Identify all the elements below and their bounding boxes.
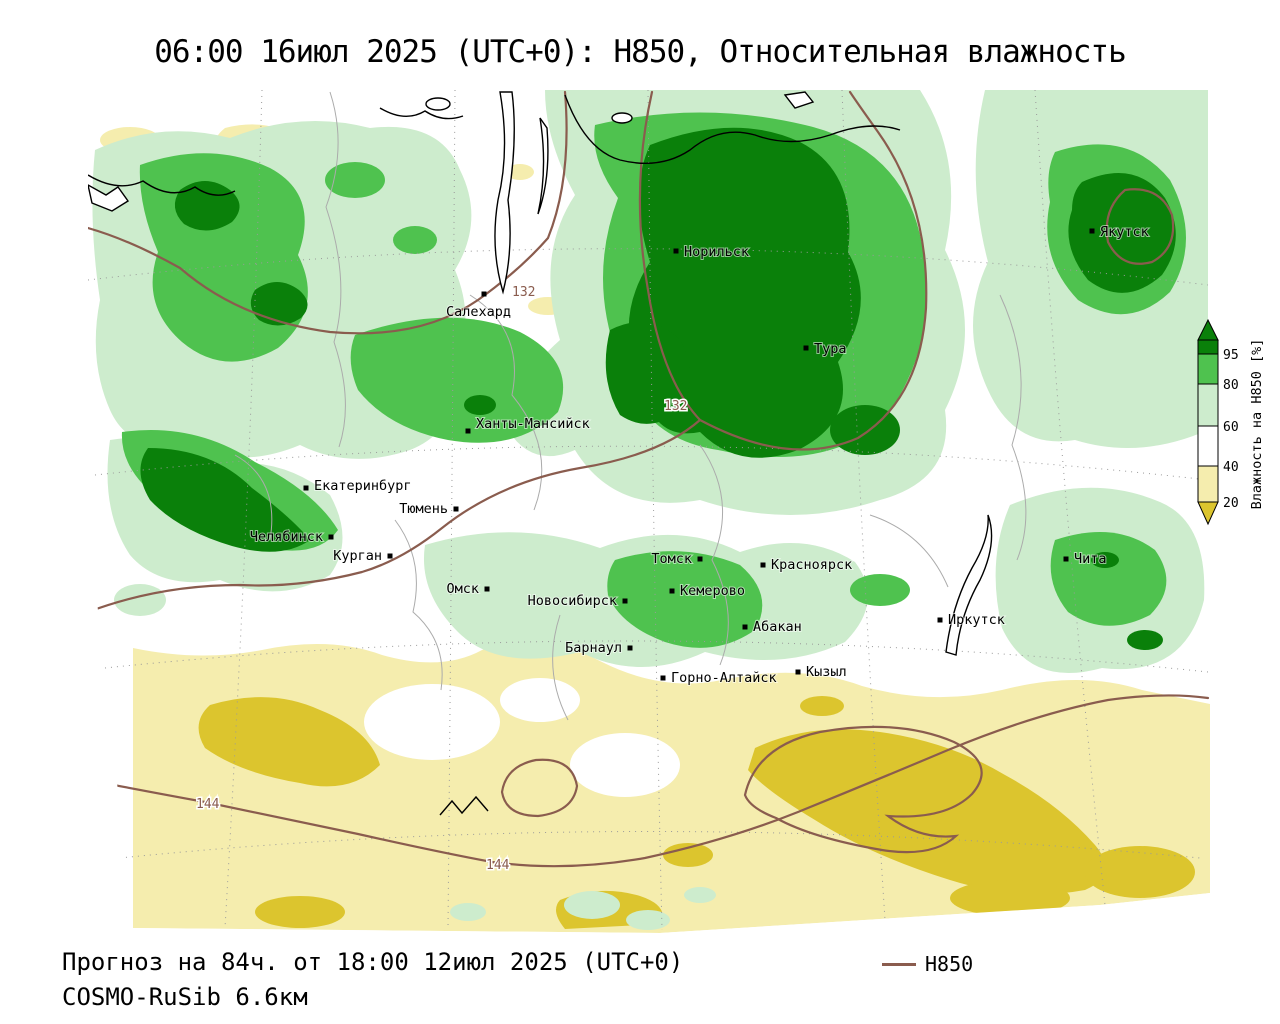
city-marker: [622, 598, 628, 604]
city-label: Норильск: [684, 244, 749, 260]
city-marker: [465, 428, 471, 434]
colorbar-axis-label: Влажность на H850 [%]: [1249, 339, 1265, 510]
city-label: Тюмень: [399, 501, 448, 517]
city: Томск: [650, 550, 703, 568]
region-borders: [234, 91, 1027, 721]
h850-legend-label: H850: [925, 952, 974, 976]
colorbar-tick-label: 80: [1223, 378, 1239, 393]
contour-labels: 132 132 144 144: [195, 284, 689, 875]
city-label: Красноярск: [771, 557, 852, 573]
city-label: Курган: [333, 548, 382, 564]
city-marker: [481, 291, 487, 297]
city: Омск: [445, 580, 490, 598]
city: Курган: [332, 547, 393, 565]
city-label: Абакан: [753, 619, 802, 635]
city-marker: [937, 617, 943, 623]
city-marker: [669, 588, 675, 594]
city-marker: [1063, 556, 1069, 562]
city-label: Ханты-Мансийск: [476, 416, 590, 432]
model-info: COSMO-RuSib 6.6км: [62, 983, 308, 1011]
city-marker: [387, 553, 393, 559]
city: Салехард: [445, 291, 512, 321]
colorbar: 95 80 60 40 20 Влажность на H850 [%]: [1197, 318, 1265, 526]
city-marker: [673, 248, 679, 254]
city: Горно-Алтайск: [660, 669, 778, 687]
city-marker: [627, 645, 633, 651]
graticule: [88, 89, 1209, 931]
city: Тюмень: [398, 500, 459, 518]
city: Кызыл: [795, 663, 848, 681]
colorbar-tick-label: 40: [1223, 460, 1239, 475]
city-label: Чита: [1074, 551, 1107, 567]
city-label: Салехард: [446, 304, 511, 320]
city-marker: [660, 675, 666, 681]
forecast-info: Прогноз на 84ч. от 18:00 12июл 2025 (UTC…: [62, 948, 684, 976]
city: Красноярск: [760, 556, 853, 574]
city-label: Екатеринбург: [314, 478, 412, 494]
city-marker: [803, 345, 809, 351]
contour-value-label: 132: [664, 399, 687, 414]
contour-value-label: 144: [486, 858, 510, 873]
contour-value-label: 144: [196, 797, 220, 812]
city: Ханты-Мансийск: [465, 415, 591, 434]
city-label: Челябинск: [250, 529, 323, 545]
humidity-fill-layer: [92, 90, 1210, 933]
h850-legend-line-sample: [882, 962, 916, 966]
city: Абакан: [742, 618, 803, 636]
city-label: Иркутск: [948, 612, 1005, 628]
colorbar-ticks: 95 80 60 40 20: [1223, 348, 1239, 511]
lake-baikal: [945, 514, 993, 656]
city: Челябинск: [249, 528, 334, 546]
city-label: Кемерово: [680, 583, 745, 599]
city: Иркутск: [937, 611, 1006, 629]
city-marker: [484, 586, 490, 592]
city-marker: [303, 485, 309, 491]
colorbar-arrow-down: [1197, 501, 1219, 526]
city: Новосибирск: [527, 592, 628, 610]
city-label: Омск: [446, 581, 479, 597]
contour-lines: [88, 90, 1210, 868]
city: Чита: [1063, 550, 1108, 568]
city-marker: [453, 506, 459, 512]
city-marker: [795, 669, 801, 675]
city-label: Томск: [651, 551, 692, 567]
colorbar-tick-label: 95: [1223, 348, 1239, 363]
h850-line-legend: H850: [882, 952, 973, 976]
city: Тура: [803, 340, 848, 358]
taz-gulf: [537, 117, 549, 215]
city-label: Горно-Алтайск: [671, 670, 777, 686]
contour-value-label: 132: [512, 285, 535, 300]
colorbar-tick-label: 20: [1223, 496, 1239, 511]
city-marker: [697, 556, 703, 562]
ob-gulf: [494, 91, 515, 295]
coastlines: [88, 91, 993, 816]
city-label: Новосибирск: [528, 593, 617, 609]
city: Норильск: [673, 243, 750, 261]
cities: Норильск Салехард Тура Якутск Ханты-Мансийск…: [249, 223, 1150, 687]
colorbar-tick-label: 60: [1223, 420, 1239, 435]
dark-green-core-ural: [140, 448, 310, 552]
city: Кемерово: [669, 582, 746, 600]
city: Екатеринбург: [303, 477, 413, 495]
map-title: 06:00 16июл 2025 (UTC+0): H850, Относите…: [154, 34, 1127, 70]
city: Барнаул: [564, 639, 633, 657]
city-marker: [328, 534, 334, 540]
city-label: Кызыл: [806, 664, 847, 680]
city-marker: [1089, 228, 1095, 234]
city-label: Тура: [814, 341, 847, 357]
city-marker: [760, 562, 766, 568]
city-label: Якутск: [1100, 224, 1149, 240]
city: Якутск: [1089, 223, 1150, 241]
city-marker: [742, 624, 748, 630]
city-label: Барнаул: [565, 640, 622, 656]
